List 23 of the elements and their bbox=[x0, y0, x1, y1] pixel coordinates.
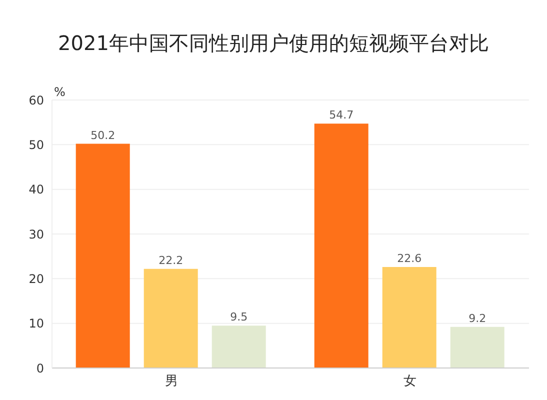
data-label: 50.2 bbox=[90, 128, 116, 142]
bar bbox=[144, 268, 198, 368]
data-label: 54.7 bbox=[329, 108, 354, 122]
data-label: 22.6 bbox=[397, 252, 422, 266]
bar bbox=[212, 326, 266, 368]
y-tick-label: 40 bbox=[28, 182, 44, 197]
y-tick-label: 20 bbox=[28, 272, 44, 286]
y-axis-title: % bbox=[54, 85, 66, 99]
bar bbox=[450, 326, 504, 368]
data-label: 9.5 bbox=[230, 310, 248, 324]
x-tick-label: 女 bbox=[403, 374, 416, 390]
y-tick-label: 50 bbox=[28, 138, 44, 152]
y-tick-label: 60 bbox=[28, 93, 44, 108]
x-tick-label: 男 bbox=[164, 374, 178, 390]
bar bbox=[314, 124, 368, 368]
y-tick-label: 30 bbox=[28, 227, 44, 242]
bar bbox=[382, 267, 436, 368]
y-tick-label: 10 bbox=[28, 316, 44, 331]
y-tick-label: 0 bbox=[36, 361, 44, 376]
bar bbox=[76, 144, 130, 368]
data-label: 22.2 bbox=[158, 254, 184, 267]
chart-title: 2021年中国不同性别用户使用的短视频平台对比 bbox=[57, 30, 490, 57]
data-label: 9.2 bbox=[468, 312, 486, 325]
